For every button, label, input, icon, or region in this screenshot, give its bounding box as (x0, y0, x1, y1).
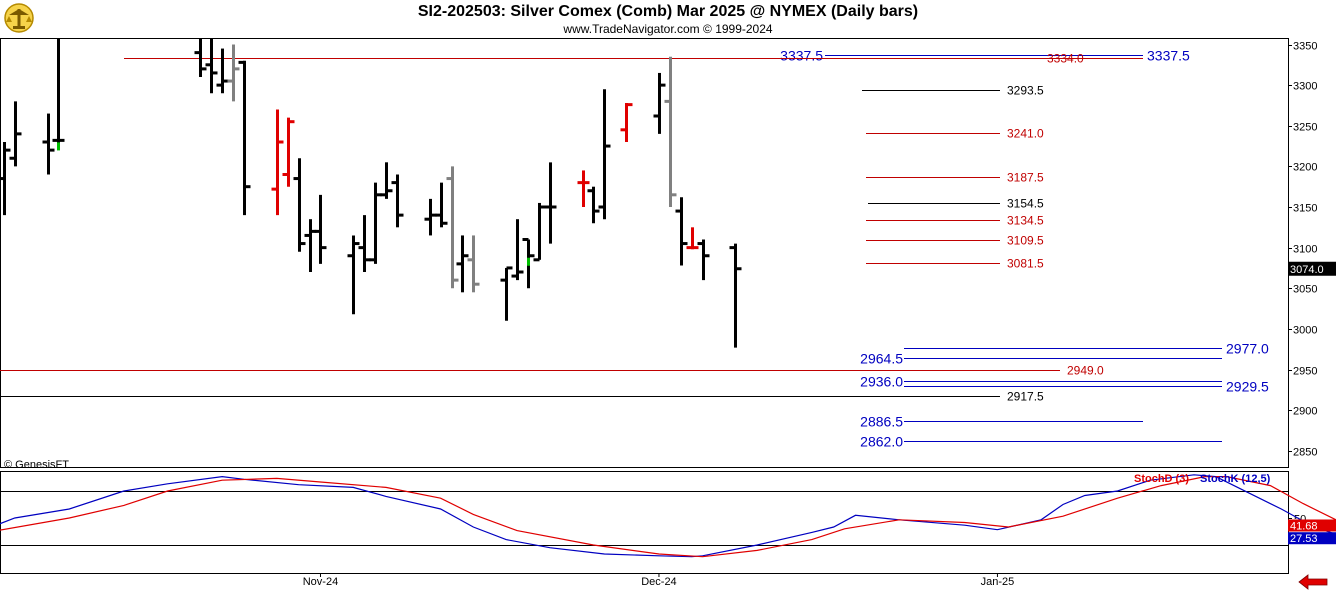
ohlc-bar (42, 113, 55, 175)
ohlc-bar (282, 117, 295, 187)
price-axis-tick-label: 2950 (1293, 366, 1317, 378)
ohlc-bar (52, 38, 65, 151)
ohlc-bar (293, 158, 306, 252)
stoch-d-line (0, 476, 1336, 558)
stochastic-legend-entry: StochK (12,5) (1200, 473, 1271, 485)
ohlc-bar (380, 162, 393, 199)
ohlc-bar (620, 103, 633, 142)
ohlc-bar (271, 109, 284, 216)
price-level-label: 2949.0 (1067, 364, 1104, 378)
price-bars (0, 38, 742, 348)
stoch-k-line (0, 474, 1336, 558)
price-axis-tick-label: 3300 (1293, 81, 1317, 93)
price-axis-tick-label: 3200 (1293, 162, 1317, 174)
price-levels: 3337.5 3337.5 3334.0 3293.5 3241.0 3187.5 3154… (0, 48, 1269, 450)
ohlc-bar (675, 197, 688, 266)
price-level-label: 3241.0 (1007, 127, 1044, 141)
last-price-label: 3074.0 (1290, 264, 1324, 276)
ohlc-bar (729, 243, 742, 348)
price-axis-tick-label: 3100 (1293, 244, 1317, 256)
scroll-back-arrow-icon[interactable] (1298, 574, 1328, 590)
price-panel-border (0, 38, 1289, 468)
ohlc-bar (347, 235, 360, 315)
date-axis: Nov-24 Dec-24 Jan-25 (303, 573, 1015, 588)
ohlc-bar (544, 162, 557, 244)
ohlc-bar (697, 239, 710, 281)
date-axis-label: Nov-24 (303, 576, 338, 588)
price-axis: 2850 2900 2950 3000 3050 3100 3150 3200 3250 3300… (1288, 41, 1336, 459)
ohlc-bar (314, 194, 327, 264)
price-level-label: 3081.5 (1007, 257, 1044, 271)
price-axis-tick-label: 3250 (1293, 122, 1317, 134)
price-level-label: 3293.5 (1007, 84, 1044, 98)
price-axis-tick-label: 3000 (1293, 325, 1317, 337)
ohlc-bar (522, 238, 535, 289)
ohlc-bar (686, 227, 699, 250)
ohlc-bar (0, 142, 11, 216)
ohlc-bar (664, 56, 677, 207)
price-axis-tick-label: 3350 (1293, 41, 1317, 53)
ohlc-bar (577, 170, 590, 207)
stoch-d-value-label: 41.68 (1290, 520, 1318, 532)
ohlc-bar (500, 266, 513, 321)
price-level-label: 3109.5 (1007, 234, 1044, 248)
price-level-label: 2964.5 (860, 351, 903, 367)
ohlc-bar (511, 219, 524, 281)
price-axis-tick-label: 2850 (1293, 447, 1317, 459)
price-level-label: 3154.5 (1007, 197, 1044, 211)
price-level-label: 3334.0 (1047, 52, 1084, 66)
price-level-label: 2886.5 (860, 414, 903, 430)
ohlc-bar (587, 186, 600, 224)
date-axis-label: Dec-24 (641, 576, 676, 588)
price-level-label: 3337.5 (1147, 48, 1190, 64)
chart-header: SI2-202503: Silver Comex (Comb) Mar 2025… (0, 0, 1336, 38)
price-panel-frame (0, 38, 1289, 468)
stochastic-panel-border (0, 471, 1289, 574)
price-level-label: 3187.5 (1007, 171, 1044, 185)
ohlc-bar (9, 101, 22, 167)
price-level-label: 2977.0 (1226, 341, 1269, 357)
ohlc-bar (227, 44, 240, 102)
price-axis-tick-label: 3050 (1293, 284, 1317, 296)
stochastic-panel-frame (0, 471, 1289, 574)
ohlc-bar (467, 235, 480, 293)
copyright-label: © GenesisFT (4, 459, 69, 471)
trade-navigator-logo-icon (4, 3, 34, 33)
price-axis-tick-label: 3150 (1293, 203, 1317, 215)
stoch-k-value-badge (1288, 532, 1336, 545)
price-level-label: 2929.5 (1226, 379, 1269, 395)
ohlc-bar (598, 89, 611, 220)
price-level-label: 2862.0 (860, 434, 903, 450)
chart-subtitle: www.TradeNavigator.com © 1999-2024 (563, 22, 773, 36)
last-price-badge (1288, 261, 1336, 276)
ohlc-bar (238, 60, 251, 216)
ohlc-bar (205, 38, 218, 94)
date-axis-label: Jan-25 (981, 576, 1015, 588)
ohlc-bar (435, 182, 448, 228)
chart-title: SI2-202503: Silver Comex (Comb) Mar 2025… (417, 3, 919, 20)
price-level-label: 3134.5 (1007, 214, 1044, 228)
stoch-k-value-label: 27.53 (1290, 533, 1318, 545)
ohlc-bar (446, 166, 459, 289)
ohlc-bar (456, 235, 469, 293)
ohlc-bar (653, 72, 666, 134)
price-level-label: 2917.5 (1007, 390, 1044, 404)
price-level-label: 3337.5 (780, 48, 823, 64)
stochastic-legend-entry: StochD (3) (1134, 473, 1189, 485)
ohlc-bar (391, 174, 404, 228)
price-level-label: 2936.0 (860, 374, 903, 390)
price-axis-tick-label: 2900 (1293, 406, 1317, 418)
ohlc-bar (194, 38, 207, 77)
stoch-d-value-badge (1288, 519, 1336, 532)
